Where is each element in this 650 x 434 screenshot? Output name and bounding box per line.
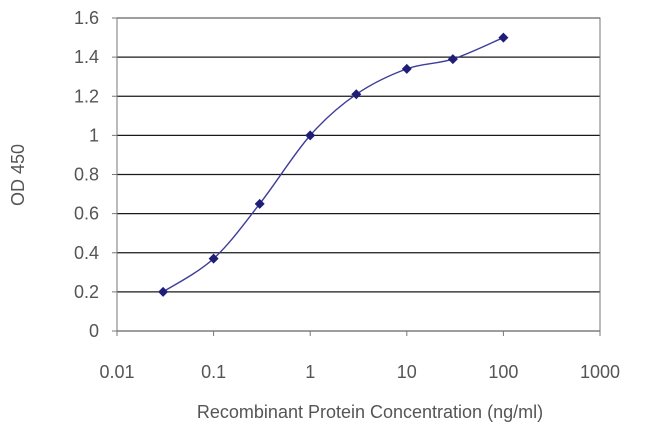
series-layer bbox=[158, 32, 509, 297]
y-tick-label: 0 bbox=[89, 321, 99, 341]
data-point-marker bbox=[254, 198, 265, 209]
y-axis-ticks: 0 0.2 0.4 0.6 0.8 1 1.2 1.4 1.6 bbox=[74, 8, 117, 341]
data-point-marker bbox=[305, 130, 316, 141]
y-tick-label: 0.8 bbox=[74, 165, 99, 185]
series-line bbox=[162, 36, 504, 293]
y-axis-title: OD 450 bbox=[8, 144, 28, 206]
y-tick-label: 1 bbox=[89, 125, 99, 145]
x-tick-label: 1000 bbox=[580, 362, 620, 382]
y-tick-label: 0.6 bbox=[74, 204, 99, 224]
x-tick-label: 1 bbox=[305, 362, 315, 382]
x-tick-label: 10 bbox=[397, 362, 417, 382]
data-point-marker bbox=[447, 54, 458, 65]
x-tick-label: 0.01 bbox=[99, 362, 134, 382]
x-tick-label: 0.1 bbox=[201, 362, 226, 382]
y-tick-label: 0.4 bbox=[74, 243, 99, 263]
data-point-marker bbox=[498, 32, 509, 43]
x-tick-label: 100 bbox=[488, 362, 518, 382]
y-tick-label: 1.6 bbox=[74, 8, 99, 28]
data-point-marker bbox=[351, 89, 362, 100]
data-point-marker bbox=[401, 63, 412, 74]
grid-lines bbox=[117, 17, 600, 332]
x-axis-title: Recombinant Protein Concentration (ng/ml… bbox=[197, 402, 543, 422]
y-tick-label: 1.4 bbox=[74, 47, 99, 67]
y-tick-label: 1.2 bbox=[74, 86, 99, 106]
data-point-marker bbox=[158, 286, 169, 297]
data-point-marker bbox=[208, 253, 219, 264]
y-tick-label: 0.2 bbox=[74, 282, 99, 302]
x-axis-ticks: 0.01 0.1 1 10 100 1000 bbox=[99, 331, 620, 382]
